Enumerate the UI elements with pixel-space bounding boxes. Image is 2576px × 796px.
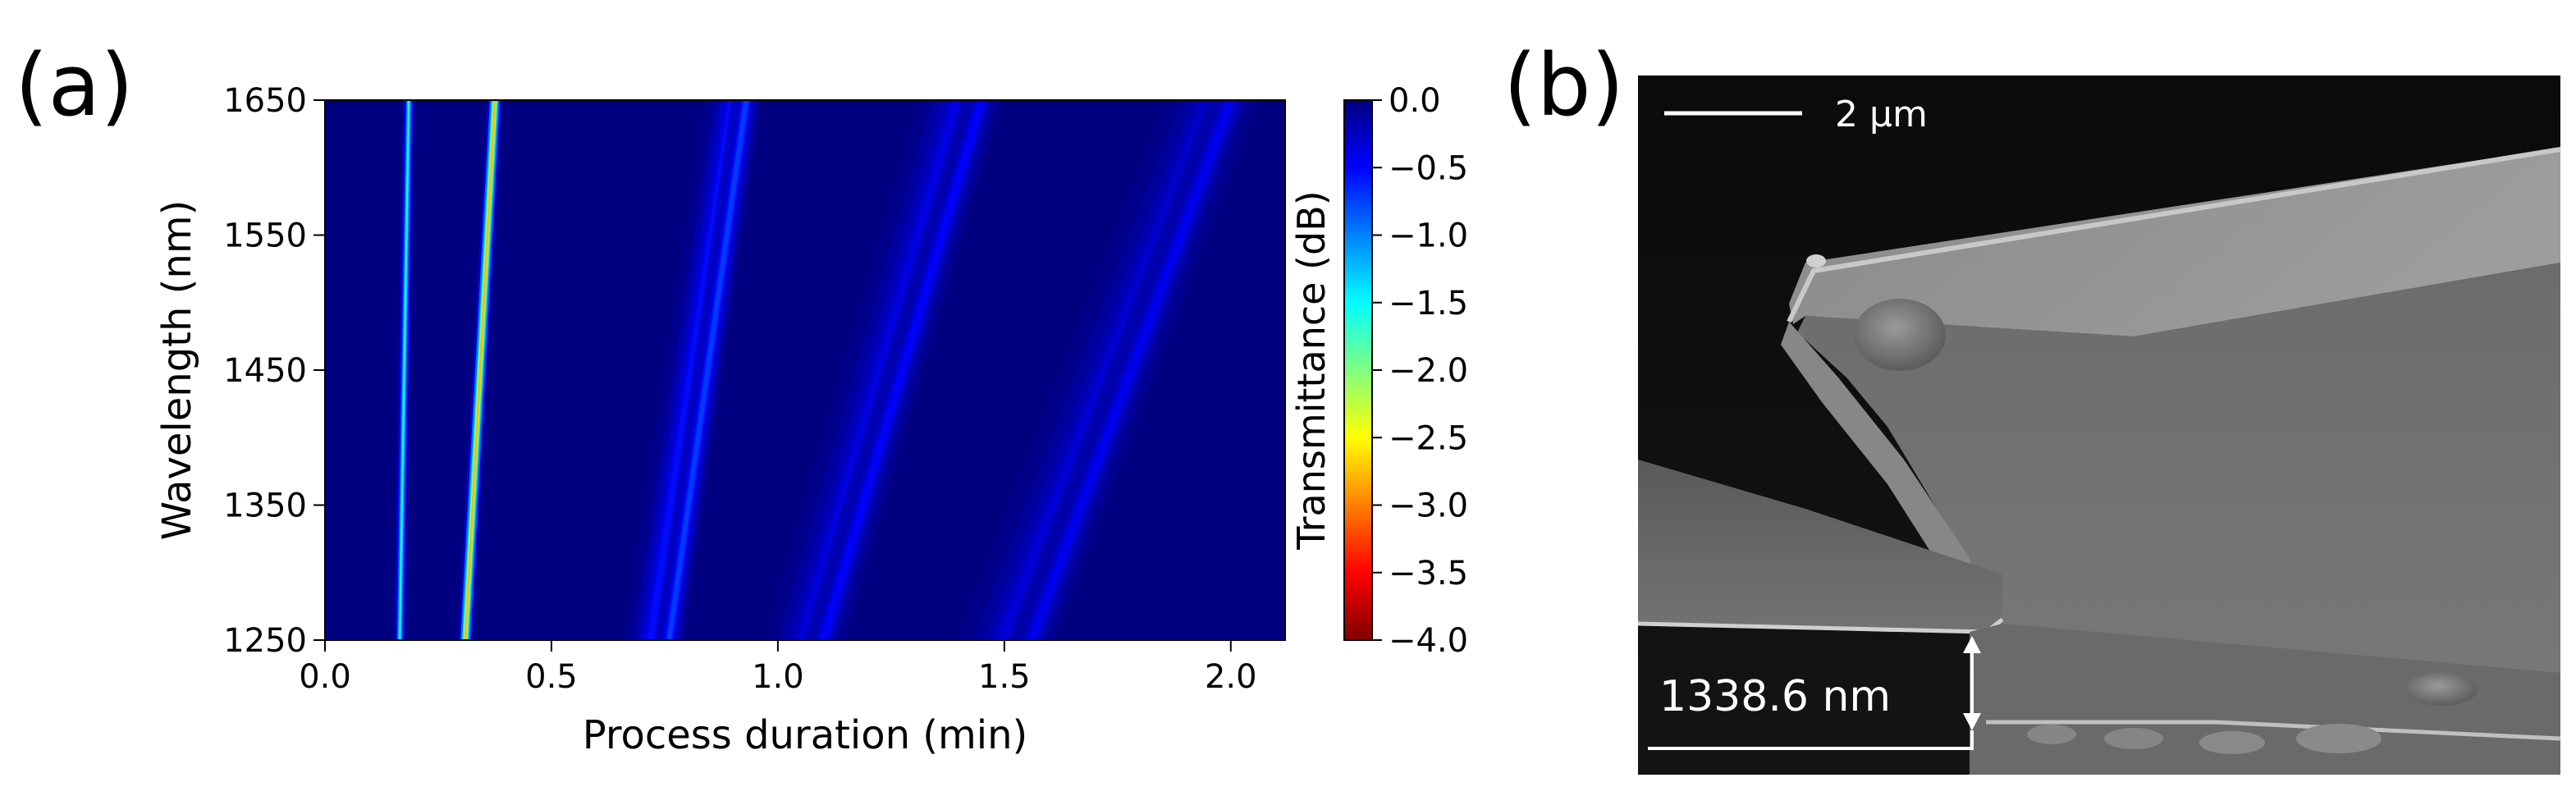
colorbar-gradient xyxy=(1344,100,1372,640)
colorbar-tick-label: −0.5 xyxy=(1389,149,1468,187)
heatmap xyxy=(325,100,1285,640)
x-tick-label: 1.5 xyxy=(978,658,1031,696)
panel-a-label: (a) xyxy=(15,35,134,135)
y-tick-label: 1650 xyxy=(223,82,307,120)
measurement-leader xyxy=(1648,730,1974,750)
sem-bottom-edge xyxy=(1986,720,2561,741)
colorbar-tick-label: −1.0 xyxy=(1389,217,1468,255)
measurement-label: 1338.6 nm xyxy=(1659,672,1891,721)
sem-particle xyxy=(2296,724,2382,753)
sem-image xyxy=(1637,75,2561,775)
sem-particle xyxy=(1806,254,1826,268)
colorbar-tick-label: −2.5 xyxy=(1389,419,1468,457)
thickness-measurement: 1338.6 nm xyxy=(1648,636,1981,750)
y-tick-label: 1450 xyxy=(223,352,307,390)
x-tick-label: 1.0 xyxy=(752,658,804,696)
resonance-band xyxy=(1007,100,1255,640)
y-axis: 1250 1350 1450 1550 1650 xyxy=(223,82,325,660)
sem-top-surface xyxy=(1789,148,2560,336)
colorbar-tick-label: −2.0 xyxy=(1389,352,1468,390)
resonance-band-layer xyxy=(398,100,410,640)
y-tick-label: 1550 xyxy=(223,217,307,255)
colorbar-tick-label: 0.0 xyxy=(1389,82,1441,120)
resonance-band-layer xyxy=(820,100,985,640)
x-tick-label: 2.0 xyxy=(1205,658,1257,696)
sem-edge-highlight xyxy=(1787,147,2561,323)
colorbar: 0.0 −0.5 −1.0 −1.5 −2.0 −2.5 −3.0 −3.5 −4.0 Tran… xyxy=(1289,82,1468,660)
x-tick-label: 0.0 xyxy=(299,658,351,696)
colorbar-label: Transmittance (dB) xyxy=(1289,190,1334,550)
resonance-band-layer xyxy=(464,100,496,640)
sem-waveguide xyxy=(1638,460,2002,632)
sem-particle xyxy=(2405,673,2478,706)
resonance-band xyxy=(654,100,762,640)
resonance-band-layer xyxy=(1027,100,1235,640)
sem-particle xyxy=(2199,731,2265,754)
measurement-arrow-head-down xyxy=(1963,713,1981,730)
panel-b-label: (b) xyxy=(1503,35,1624,135)
colorbar-tick-label: −1.5 xyxy=(1389,285,1468,323)
y-tick-label: 1250 xyxy=(223,622,307,660)
y-tick-label: 1350 xyxy=(223,487,307,525)
colorbar-tick-label: −3.5 xyxy=(1389,555,1468,592)
x-axis: 0.0 0.5 1.0 1.5 2.0 xyxy=(299,640,1257,696)
scale-bar-label: 2 μm xyxy=(1835,94,1928,135)
resonance-band xyxy=(393,100,415,640)
panel-a: (a) 0.0 0.5 1.0 1.5 2.0 1250 1350 1450 1550 1650… xyxy=(15,35,1468,758)
resonance-band xyxy=(457,100,503,640)
sem-particle xyxy=(1854,299,1946,371)
resonance-bands xyxy=(393,100,1261,640)
sem-particle xyxy=(2104,728,2163,749)
colorbar-ticks: 0.0 −0.5 −1.0 −1.5 −2.0 −2.5 −3.0 −3.5 −4.0 xyxy=(1372,82,1468,660)
colorbar-tick-label: −3.0 xyxy=(1389,487,1468,525)
measurement-arrow-head-up xyxy=(1963,636,1981,653)
resonance-band xyxy=(803,100,1003,640)
x-tick-label: 0.5 xyxy=(525,658,578,696)
y-axis-label: Wavelength (nm) xyxy=(154,200,200,541)
resonance-band-layer xyxy=(666,100,748,640)
x-axis-label: Process duration (min) xyxy=(583,712,1028,758)
colorbar-tick-label: −4.0 xyxy=(1389,622,1468,660)
sem-particle xyxy=(2027,725,2076,744)
panel-b: (b) 2 μm xyxy=(1503,35,2561,775)
